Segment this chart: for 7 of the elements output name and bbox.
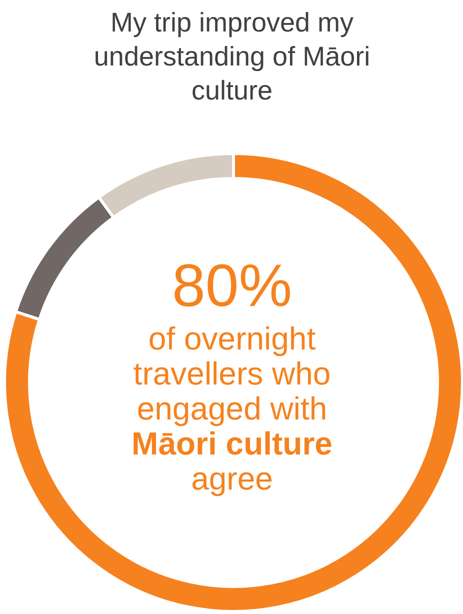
chart-title: My trip improved my understanding of Māori culture bbox=[94, 8, 370, 106]
text: travellers who bbox=[133, 356, 331, 392]
text: of overnight bbox=[148, 320, 316, 356]
text: Māori culture bbox=[132, 426, 332, 462]
text: agree bbox=[191, 460, 273, 496]
text: engaged with bbox=[136, 390, 328, 426]
text: 80% bbox=[172, 252, 292, 319]
